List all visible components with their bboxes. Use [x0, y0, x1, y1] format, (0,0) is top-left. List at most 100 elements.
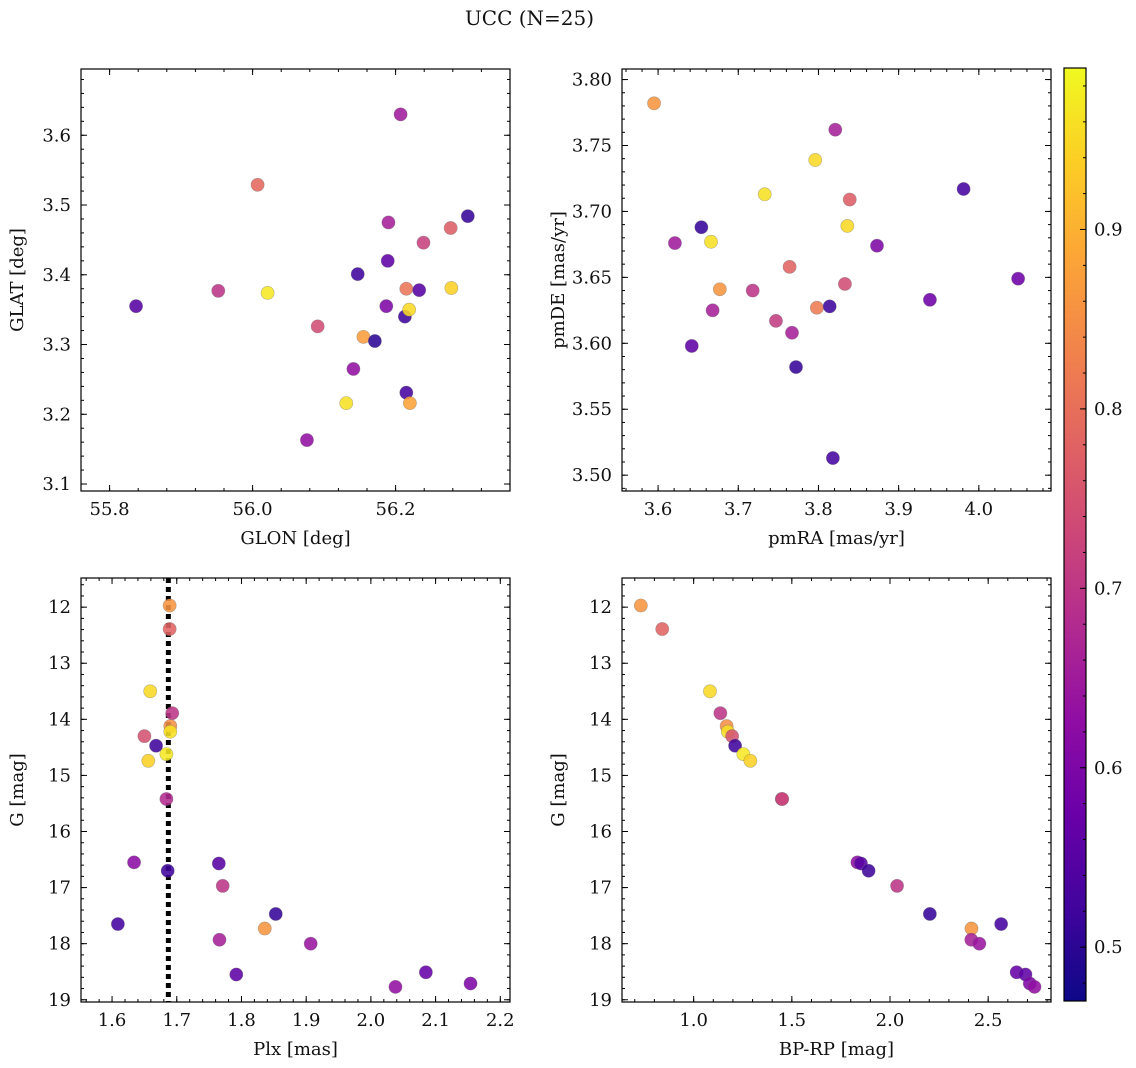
y-axis-label: GLAT [deg]: [7, 228, 28, 332]
colorbar-tick-label: 0.6: [1094, 758, 1123, 779]
y-tick-label: 3.6: [42, 125, 71, 146]
data-point: [380, 253, 395, 268]
data-point: [367, 334, 382, 348]
data-point: [842, 192, 857, 207]
data-point: [257, 921, 272, 936]
y-tick-label: 18: [48, 934, 71, 955]
data-point: [402, 302, 417, 317]
data-point: [745, 283, 760, 298]
data-point: [143, 684, 158, 699]
y-tick-label: 17: [589, 878, 612, 899]
x-tick-label: 2.0: [876, 1010, 905, 1031]
x-axis-label: Plx [mas]: [253, 1039, 338, 1060]
data-point: [633, 598, 648, 613]
data-point: [705, 303, 720, 318]
x-tick-label: 1.0: [679, 1010, 708, 1031]
colorbar-tick-label: 0.7: [1094, 578, 1123, 599]
y-tick-label: 16: [589, 822, 612, 843]
y-tick-label: 16: [48, 822, 71, 843]
y-tick-label: 13: [589, 653, 612, 674]
x-tick-label: 1.6: [98, 1010, 127, 1031]
y-tick-label: 12: [589, 597, 612, 618]
colorbar-gradient: [1063, 67, 1087, 1002]
x-tick-label: 55.8: [90, 499, 130, 520]
x-tick-label: 1.8: [227, 1010, 256, 1031]
data-point: [149, 738, 163, 753]
x-tick-label: 4.0: [965, 499, 994, 520]
y-tick-label: 3.70: [572, 201, 612, 222]
panel-parallax-magnitude: 1.6 1.7 1.8 1.9 2.0 2.1 2.2 12 13 14 15 16 17 18 19 Plx…: [7, 577, 515, 1060]
data-point: [785, 325, 799, 340]
data-point: [159, 792, 174, 806]
x-tick-label: 2.2: [486, 1010, 515, 1031]
y-tick-label: 15: [589, 765, 612, 786]
data-point: [460, 209, 475, 224]
x-tick-label: 56.2: [376, 499, 416, 520]
data-point: [840, 219, 855, 233]
data-point: [165, 706, 180, 721]
data-point: [994, 917, 1009, 931]
y-tick-label: 14: [48, 709, 71, 730]
data-point: [418, 965, 433, 980]
x-axis-label: BP-RP [mag]: [779, 1039, 894, 1060]
y-axis-label: pmDE [mas/yr]: [548, 211, 569, 349]
data-point: [647, 96, 661, 111]
y-tick-label: 3.60: [572, 333, 612, 354]
data-point: [782, 259, 797, 274]
data-point: [412, 283, 427, 298]
x-tick-label: 2.1: [421, 1010, 450, 1031]
data-point: [268, 907, 283, 921]
x-tick-label: 2.0: [357, 1010, 386, 1031]
y-tick-label: 3.80: [572, 70, 612, 91]
y-tick-label: 3.1: [42, 474, 71, 495]
x-axis-label: GLON [deg]: [240, 528, 350, 549]
data-point: [922, 907, 937, 921]
data-point: [137, 729, 152, 744]
data-point: [769, 313, 783, 328]
data-point: [1027, 979, 1042, 994]
data-point: [728, 738, 742, 753]
points-layer: [129, 107, 475, 447]
data-point: [141, 753, 156, 768]
data-point: [704, 234, 718, 249]
points-layer: [110, 598, 478, 994]
data-point: [861, 863, 876, 878]
data-point: [463, 976, 478, 991]
data-point: [129, 299, 143, 314]
y-tick-label: 14: [589, 709, 612, 730]
data-point: [825, 451, 840, 465]
data-point: [350, 267, 365, 281]
data-point: [444, 281, 459, 295]
data-point: [346, 362, 361, 376]
data-point: [668, 236, 682, 250]
y-tick-label: 3.65: [572, 267, 612, 288]
data-point: [215, 879, 230, 893]
data-point: [211, 283, 226, 298]
tick-marks: [80, 69, 511, 491]
axes-frame: [621, 577, 1052, 1003]
data-point: [229, 967, 244, 982]
axes-frame: [80, 68, 511, 492]
data-point: [822, 299, 837, 314]
colorbar-tick-label: 0.9: [1094, 219, 1123, 240]
tick-marks: [622, 578, 1051, 1002]
tick-marks: [81, 578, 510, 1002]
data-point: [890, 879, 904, 893]
tick-marks: [622, 69, 1051, 491]
colorbar-tick-label: 0.8: [1094, 399, 1123, 420]
panel-sky-position: 55.8 56.0 56.2 3.1 3.2 3.3 3.4 3.5 3.6 GLON [deg]…: [7, 68, 511, 549]
x-tick-label: 1.5: [778, 1010, 807, 1031]
data-point: [870, 238, 884, 253]
y-axis-label: G [mag]: [548, 753, 569, 826]
y-tick-label: 13: [48, 653, 71, 674]
y-tick-label: 19: [48, 990, 71, 1011]
x-tick-label: 3.9: [884, 499, 913, 520]
data-point: [694, 220, 709, 235]
data-point: [712, 282, 727, 297]
x-tick-label: 1.9: [292, 1010, 321, 1031]
y-tick-label: 3.50: [572, 465, 612, 486]
y-axis-label: G [mag]: [7, 753, 28, 826]
x-axis-label: pmRA [mas/yr]: [768, 528, 905, 549]
data-point: [163, 724, 178, 739]
